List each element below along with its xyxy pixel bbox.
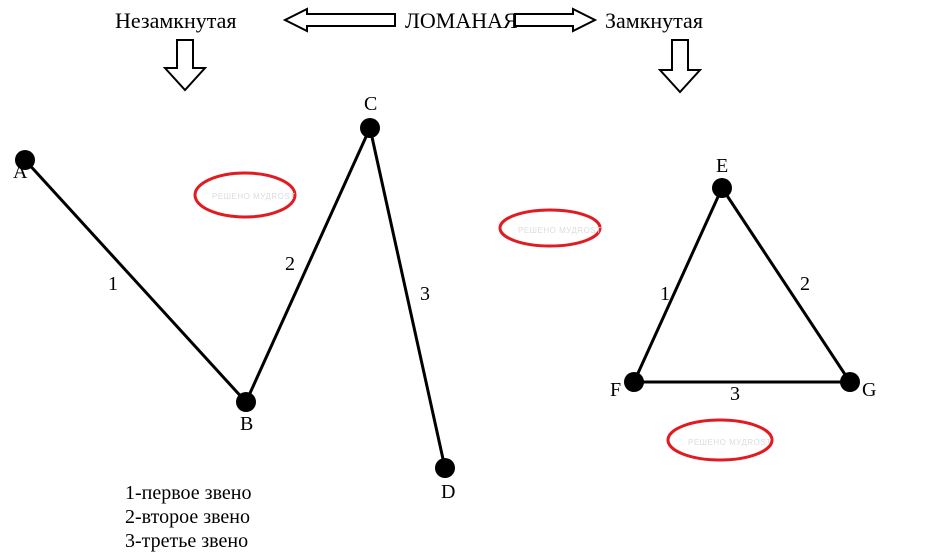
closed-polyline-vertex-G [840,372,860,392]
watermark-text: РЕШЕНО МУДROST [212,192,296,201]
closed-polyline-vertex-label-F: F [610,379,621,401]
open-polyline-segment [370,128,445,468]
block-arrow-down [165,40,205,90]
closed-polyline-vertex-E [712,178,732,198]
watermark-text: РЕШЕНО МУДROST [518,226,602,235]
closed-polyline-segment-label: 1 [660,283,670,305]
open-polyline-segment-label: 3 [420,283,430,305]
watermark-text: РЕШЕНО МУДROST [688,438,772,447]
block-arrow-down [660,40,700,92]
open-polyline-segment-label: 2 [285,253,295,275]
closed-polyline-segment-label: 2 [800,273,810,295]
closed-polyline-segment-label: 3 [730,383,740,405]
open-polyline-vertex-B [236,392,256,412]
open-polyline-vertex-C [360,118,380,138]
closed-polyline-segment [634,188,722,382]
closed-polyline-vertex-label-E: E [716,155,728,177]
open-polyline-vertex-label-A: A [13,161,28,183]
title-center: ЛОМАНАЯ [405,8,518,34]
diagram-stage: 1 2 3 A B C D 1 2 3 E F G [0,0,940,557]
open-polyline-segment-label: 1 [108,273,118,295]
legend-line-1: 1-первое звено [125,482,251,505]
open-polyline-vertex-label-D: D [441,481,455,503]
closed-polyline-vertex-F [624,372,644,392]
title-right: Замкнутая [605,8,703,34]
open-polyline-vertex-label-B: B [240,413,253,435]
open-polyline-vertex-D [435,458,455,478]
closed-polyline-segment [722,188,850,382]
closed-polyline-vertex-label-G: G [862,379,876,401]
open-polyline-vertex-label-C: C [364,93,377,115]
title-left: Незамкнутая [115,8,237,34]
block-arrow-h [285,9,395,31]
block-arrow-h [515,9,595,31]
legend-line-3: 3-третье звено [125,530,248,553]
open-polyline-segment [246,128,370,402]
legend-line-2: 2-второе звено [125,506,250,529]
